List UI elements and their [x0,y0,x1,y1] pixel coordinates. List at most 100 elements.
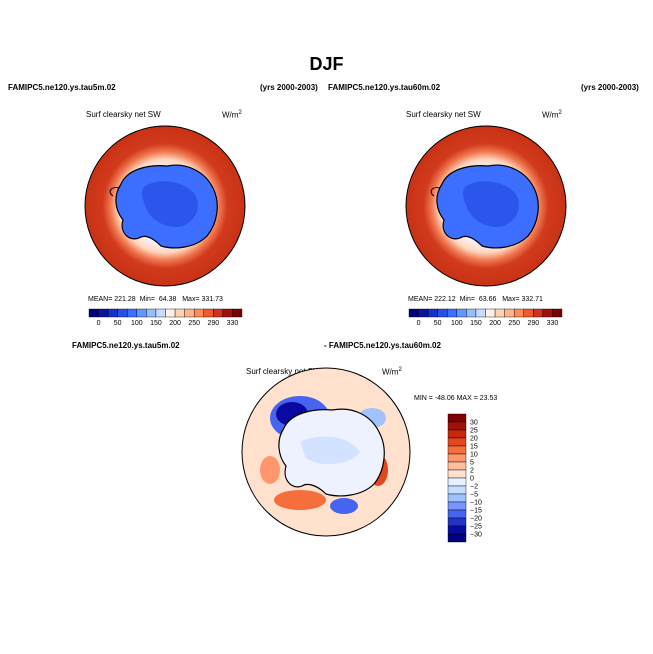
diff-colorbar-tick: 20 [470,436,478,443]
diff-colorbar-box [447,501,467,511]
diff-colorbar-tick: −15 [470,508,482,515]
diff-colorbar-box [447,445,467,455]
left-colorbar-box [165,308,176,318]
right-colorbar-box [418,308,429,318]
left-polar-map [85,126,245,286]
diff-variable-title: Surf clearsky net SW [246,367,321,376]
left-colorbar-tick: 100 [131,320,143,327]
diff-range-text: MIN = -48.06 MAX = 23.53 [414,395,498,402]
right-colorbar-box [542,308,553,318]
right-colorbar-box [408,308,419,318]
right-years-label: (yrs 2000-2003) [581,83,639,92]
right-colorbar-box [437,308,448,318]
diff-colorbar-box [447,517,467,527]
left-colorbar-box [98,308,109,318]
left-colorbar-box [146,308,157,318]
diff-colorbar-tick: 2 [470,468,474,475]
left-colorbar-box [184,308,195,318]
right-polar-map [406,126,566,286]
diff-case-a-label: FAMIPC5.ne120.ys.tau5m.02 [72,341,180,350]
diff-colorbar-box [447,413,467,423]
right-mean: 222.12 [434,296,456,303]
diff-colorbar-box [447,525,467,535]
right-colorbar-box [523,308,534,318]
left-colorbar-tick: 50 [114,320,122,327]
left-colorbar-box [174,308,185,318]
diff-colorbar-tick: −10 [470,500,482,507]
diff-units: W/m2 [382,367,402,377]
diff-colorbar-tick: 5 [470,460,474,467]
diff-polar-map [242,368,410,536]
left-max: 331.73 [201,296,223,303]
left-colorbar: 0 50 100 150 200 250 290 330 [88,308,243,327]
diff-colorbar-tick: 15 [470,444,478,451]
diff-colorbar-tick: 10 [470,452,478,459]
left-variable-title: Surf clearsky net SW [86,110,161,119]
left-colorbar-box [88,308,99,318]
right-colorbar-box [475,308,486,318]
right-case-label: FAMIPC5.ne120.ys.tau60m.02 [328,83,441,92]
diff-colorbar-tick: −2 [470,484,478,491]
left-colorbar-tick: 0 [97,320,101,327]
right-colorbar-tick: 250 [508,320,520,327]
left-colorbar-box [127,308,138,318]
right-colorbar-box [466,308,477,318]
diff-colorbar-box [447,453,467,463]
diff-colorbar-box [447,421,467,431]
right-min: 63.66 [478,296,497,303]
diff-colorbar-tick: 25 [470,428,478,435]
left-colorbar-box [203,308,214,318]
right-colorbar-box [427,308,438,318]
left-min: 64.38 [158,296,177,303]
right-colorbar-tick: 290 [527,320,539,327]
left-colorbar-box [213,308,224,318]
right-colorbar-tick: 200 [489,320,501,327]
diff-colorbar-tick: −20 [470,516,482,523]
right-units: W/m2 [542,110,562,120]
right-colorbar-tick: 330 [547,320,559,327]
right-colorbar: 0 50 100 150 200 250 290 330 [408,308,563,327]
diff-case-b-label: - FAMIPC5.ne120.ys.tau60m.02 [324,341,441,350]
right-max: 332.71 [521,296,543,303]
diff-colorbar-box [447,493,467,503]
left-colorbar-tick: 150 [150,320,162,327]
right-colorbar-tick: 0 [417,320,421,327]
diff-colorbar-box [447,469,467,479]
right-colorbar-box [552,308,563,318]
left-units: W/m2 [222,110,242,120]
right-colorbar-box [513,308,524,318]
left-stats: MEAN= 221.28 Min= 64.38 Max= 331.73 [88,296,223,303]
diff-colorbar-box [447,461,467,471]
left-colorbar-box [136,308,147,318]
right-stats: MEAN= 222.12 Min= 63.66 Max= 332.71 [408,296,543,303]
diff-colorbar-tick: −30 [470,532,482,539]
left-colorbar-tick: 250 [188,320,200,327]
left-colorbar-tick: 200 [169,320,181,327]
right-colorbar-box [533,308,544,318]
right-colorbar-tick: 100 [451,320,463,327]
left-years-label: (yrs 2000-2003) [260,83,318,92]
right-colorbar-box [456,308,467,318]
right-colorbar-tick: 150 [470,320,482,327]
diff-colorbar-tick: 30 [470,420,478,427]
diff-colorbar-tick: −25 [470,524,482,531]
right-colorbar-box [447,308,458,318]
diff-colorbar-box [447,509,467,519]
diff-colorbar-tick: 0 [470,476,474,483]
left-colorbar-tick: 330 [227,320,239,327]
right-colorbar-box [494,308,505,318]
left-colorbar-box [222,308,233,318]
diff-colorbar-tick: −5 [470,492,478,499]
diff-colorbar-box [447,485,467,495]
left-colorbar-box [117,308,128,318]
left-colorbar-box [107,308,118,318]
right-colorbar-tick: 50 [434,320,442,327]
diff-colorbar-box [447,429,467,439]
right-colorbar-box [504,308,515,318]
diff-colorbar-box [447,437,467,447]
left-case-label: FAMIPC5.ne120.ys.tau5m.02 [8,83,116,92]
diff-colorbar-box [447,477,467,487]
diff-colorbar-box [447,533,467,543]
left-mean: 221.28 [114,296,136,303]
